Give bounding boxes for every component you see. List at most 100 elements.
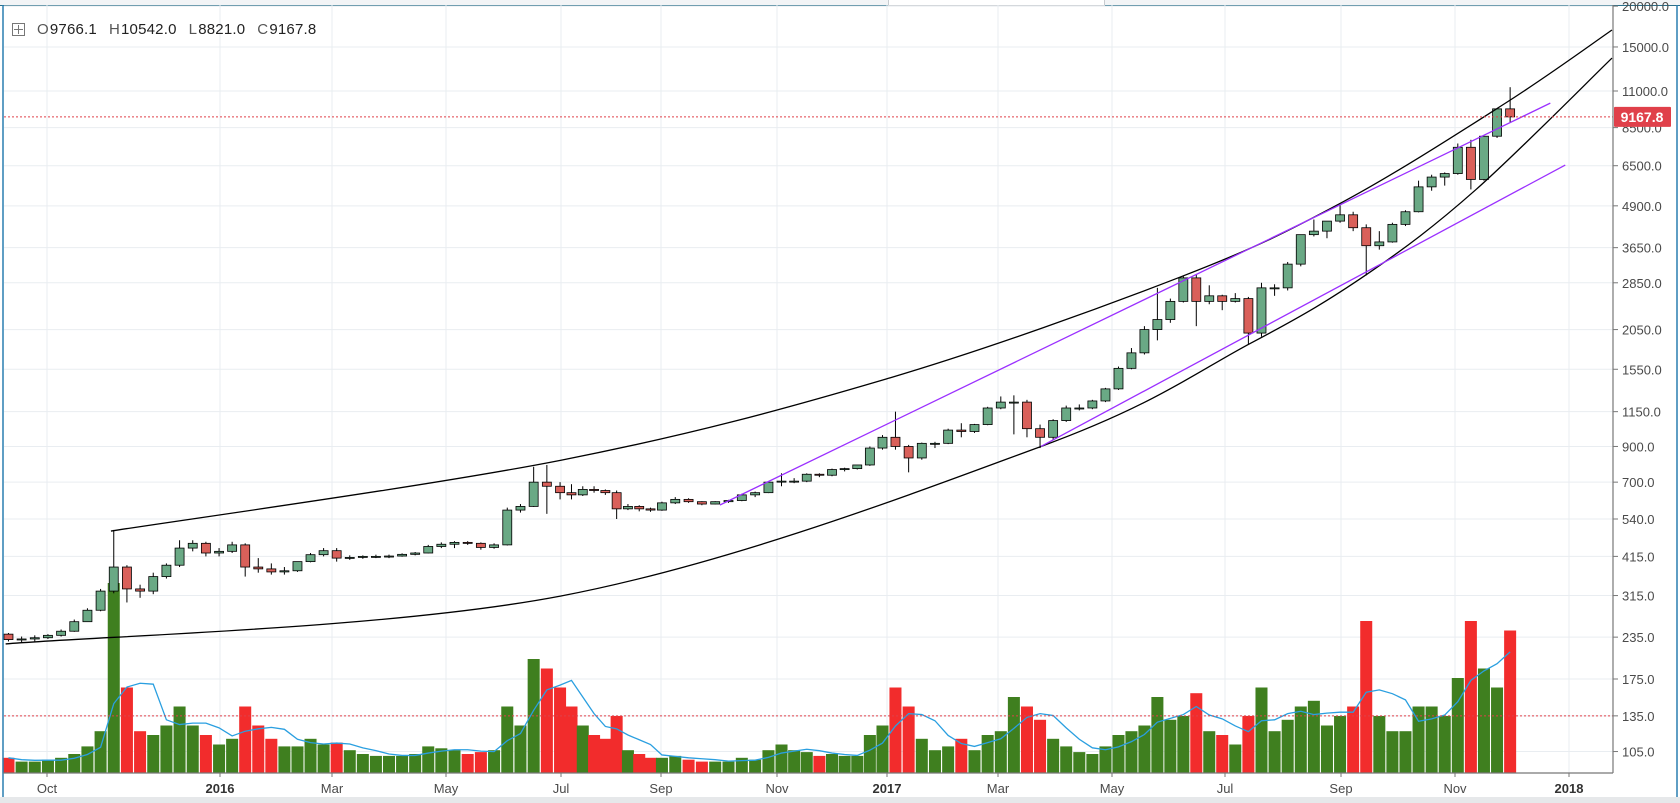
candle-up — [827, 469, 837, 476]
candle-down — [696, 501, 707, 505]
candle-down — [683, 498, 694, 503]
x-tick-label: Jul — [553, 781, 570, 796]
volume-bar — [94, 731, 107, 773]
volume-bar — [1060, 746, 1073, 773]
candle-up — [916, 442, 927, 459]
volume-bar — [813, 755, 826, 773]
x-tick-label: May — [1100, 781, 1125, 796]
candle-up — [305, 554, 316, 563]
volume-bar — [775, 744, 788, 773]
volume-bar — [928, 750, 941, 773]
volume-bar — [621, 750, 634, 773]
trendline-lower-drawing[interactable] — [1040, 164, 1566, 448]
candle-up — [1139, 329, 1150, 354]
candle-up — [1282, 263, 1293, 289]
candle-up — [1322, 220, 1332, 232]
candle-up — [1387, 223, 1398, 243]
volume-bar — [610, 716, 623, 773]
volume-bar — [540, 668, 553, 773]
volume-bar — [461, 754, 474, 773]
candle-up — [1479, 135, 1489, 180]
volume-bar — [226, 738, 239, 773]
volume-bar — [800, 752, 813, 773]
y-tick-label: 540.0 — [1622, 512, 1655, 527]
y-tick-label: 6500.0 — [1622, 159, 1662, 174]
candle-up — [344, 557, 355, 559]
candle-up — [943, 429, 954, 444]
y-tick-label: 175.0 — [1622, 672, 1655, 687]
candle-up — [1087, 400, 1098, 409]
volume-bar — [981, 735, 994, 773]
candle-up — [1074, 407, 1085, 410]
candle-up — [1492, 108, 1502, 137]
candle-up — [1335, 214, 1345, 222]
volume-bar — [1242, 716, 1255, 773]
candle-up — [371, 555, 381, 558]
candle-down — [1243, 298, 1254, 334]
volume-bar — [1307, 700, 1320, 773]
candle-up — [789, 480, 800, 483]
candle-up — [1374, 241, 1385, 247]
time-axis[interactable]: Oct 2016 Mar May Jul Sep Nov 2017 Mar May Jul Sep No… — [37, 773, 1584, 796]
candle-up — [56, 630, 67, 636]
volume-bar — [343, 750, 356, 773]
volume-bar — [644, 757, 657, 773]
candle-up — [1048, 420, 1059, 438]
candle-down — [1348, 214, 1359, 229]
drawings[interactable] — [5, 29, 1613, 645]
candle-up — [227, 544, 238, 552]
volume-bar — [955, 738, 968, 773]
volume-bar — [120, 687, 133, 773]
expand-plus-icon[interactable] — [12, 23, 25, 36]
last-price-tag-text: 9167.8 — [1621, 109, 1664, 125]
candle-up — [1165, 300, 1176, 320]
bottom-panel-strip — [0, 797, 1680, 803]
candle-up — [279, 570, 290, 573]
candle-down — [1465, 146, 1476, 180]
volume-bar — [147, 735, 160, 773]
candle-up — [1100, 388, 1111, 402]
candle-up — [449, 541, 460, 545]
candle-down — [462, 541, 473, 544]
volume-bar — [304, 738, 317, 773]
candle-up — [1269, 287, 1280, 290]
volume-bar — [1294, 706, 1307, 773]
volume-bar — [265, 738, 278, 773]
volume-bar — [199, 735, 212, 773]
volume-bar — [968, 750, 981, 773]
candle-up — [489, 544, 499, 548]
x-tick-label: 2017 — [873, 781, 902, 796]
candle-down — [122, 566, 132, 590]
volume-bar — [1373, 716, 1386, 773]
ohlc-legend: O9766.1 H10542.0 L8821.0 C9167.8 — [12, 21, 316, 38]
candle-up — [1413, 186, 1424, 213]
volume-bar — [863, 735, 876, 773]
volume-bar — [1177, 716, 1190, 773]
candle-up — [410, 552, 421, 555]
volume-bar — [599, 738, 612, 773]
candle-up — [1256, 287, 1267, 334]
legend-high: H10542.0 — [108, 21, 177, 38]
candle-up — [95, 590, 106, 611]
candle-down — [611, 492, 622, 510]
x-tick-label: Jul — [1217, 781, 1234, 796]
candle-up — [515, 506, 526, 511]
channel-lower-drawing[interactable] — [5, 57, 1613, 645]
volume-bar — [160, 725, 173, 773]
last-price-tag-bg — [1614, 106, 1671, 127]
volume-bar — [186, 725, 199, 773]
toolbar-tab-group[interactable] — [888, 0, 1105, 6]
volume-bar — [369, 755, 382, 773]
price-axis[interactable]: 20000.015000.011000.08500.06500.04900.03… — [1613, 0, 1669, 760]
trendline-upper-drawing[interactable] — [719, 102, 1551, 506]
candle-up — [1204, 295, 1215, 302]
candle-up — [852, 464, 863, 470]
volume-bar — [669, 755, 682, 773]
volume-bar — [1451, 678, 1464, 773]
candle-up — [1439, 173, 1450, 178]
candle-up — [29, 637, 40, 640]
y-tick-label: 235.0 — [1622, 630, 1655, 645]
candle-up — [1061, 407, 1072, 421]
channel-upper-drawing[interactable] — [110, 29, 1613, 532]
